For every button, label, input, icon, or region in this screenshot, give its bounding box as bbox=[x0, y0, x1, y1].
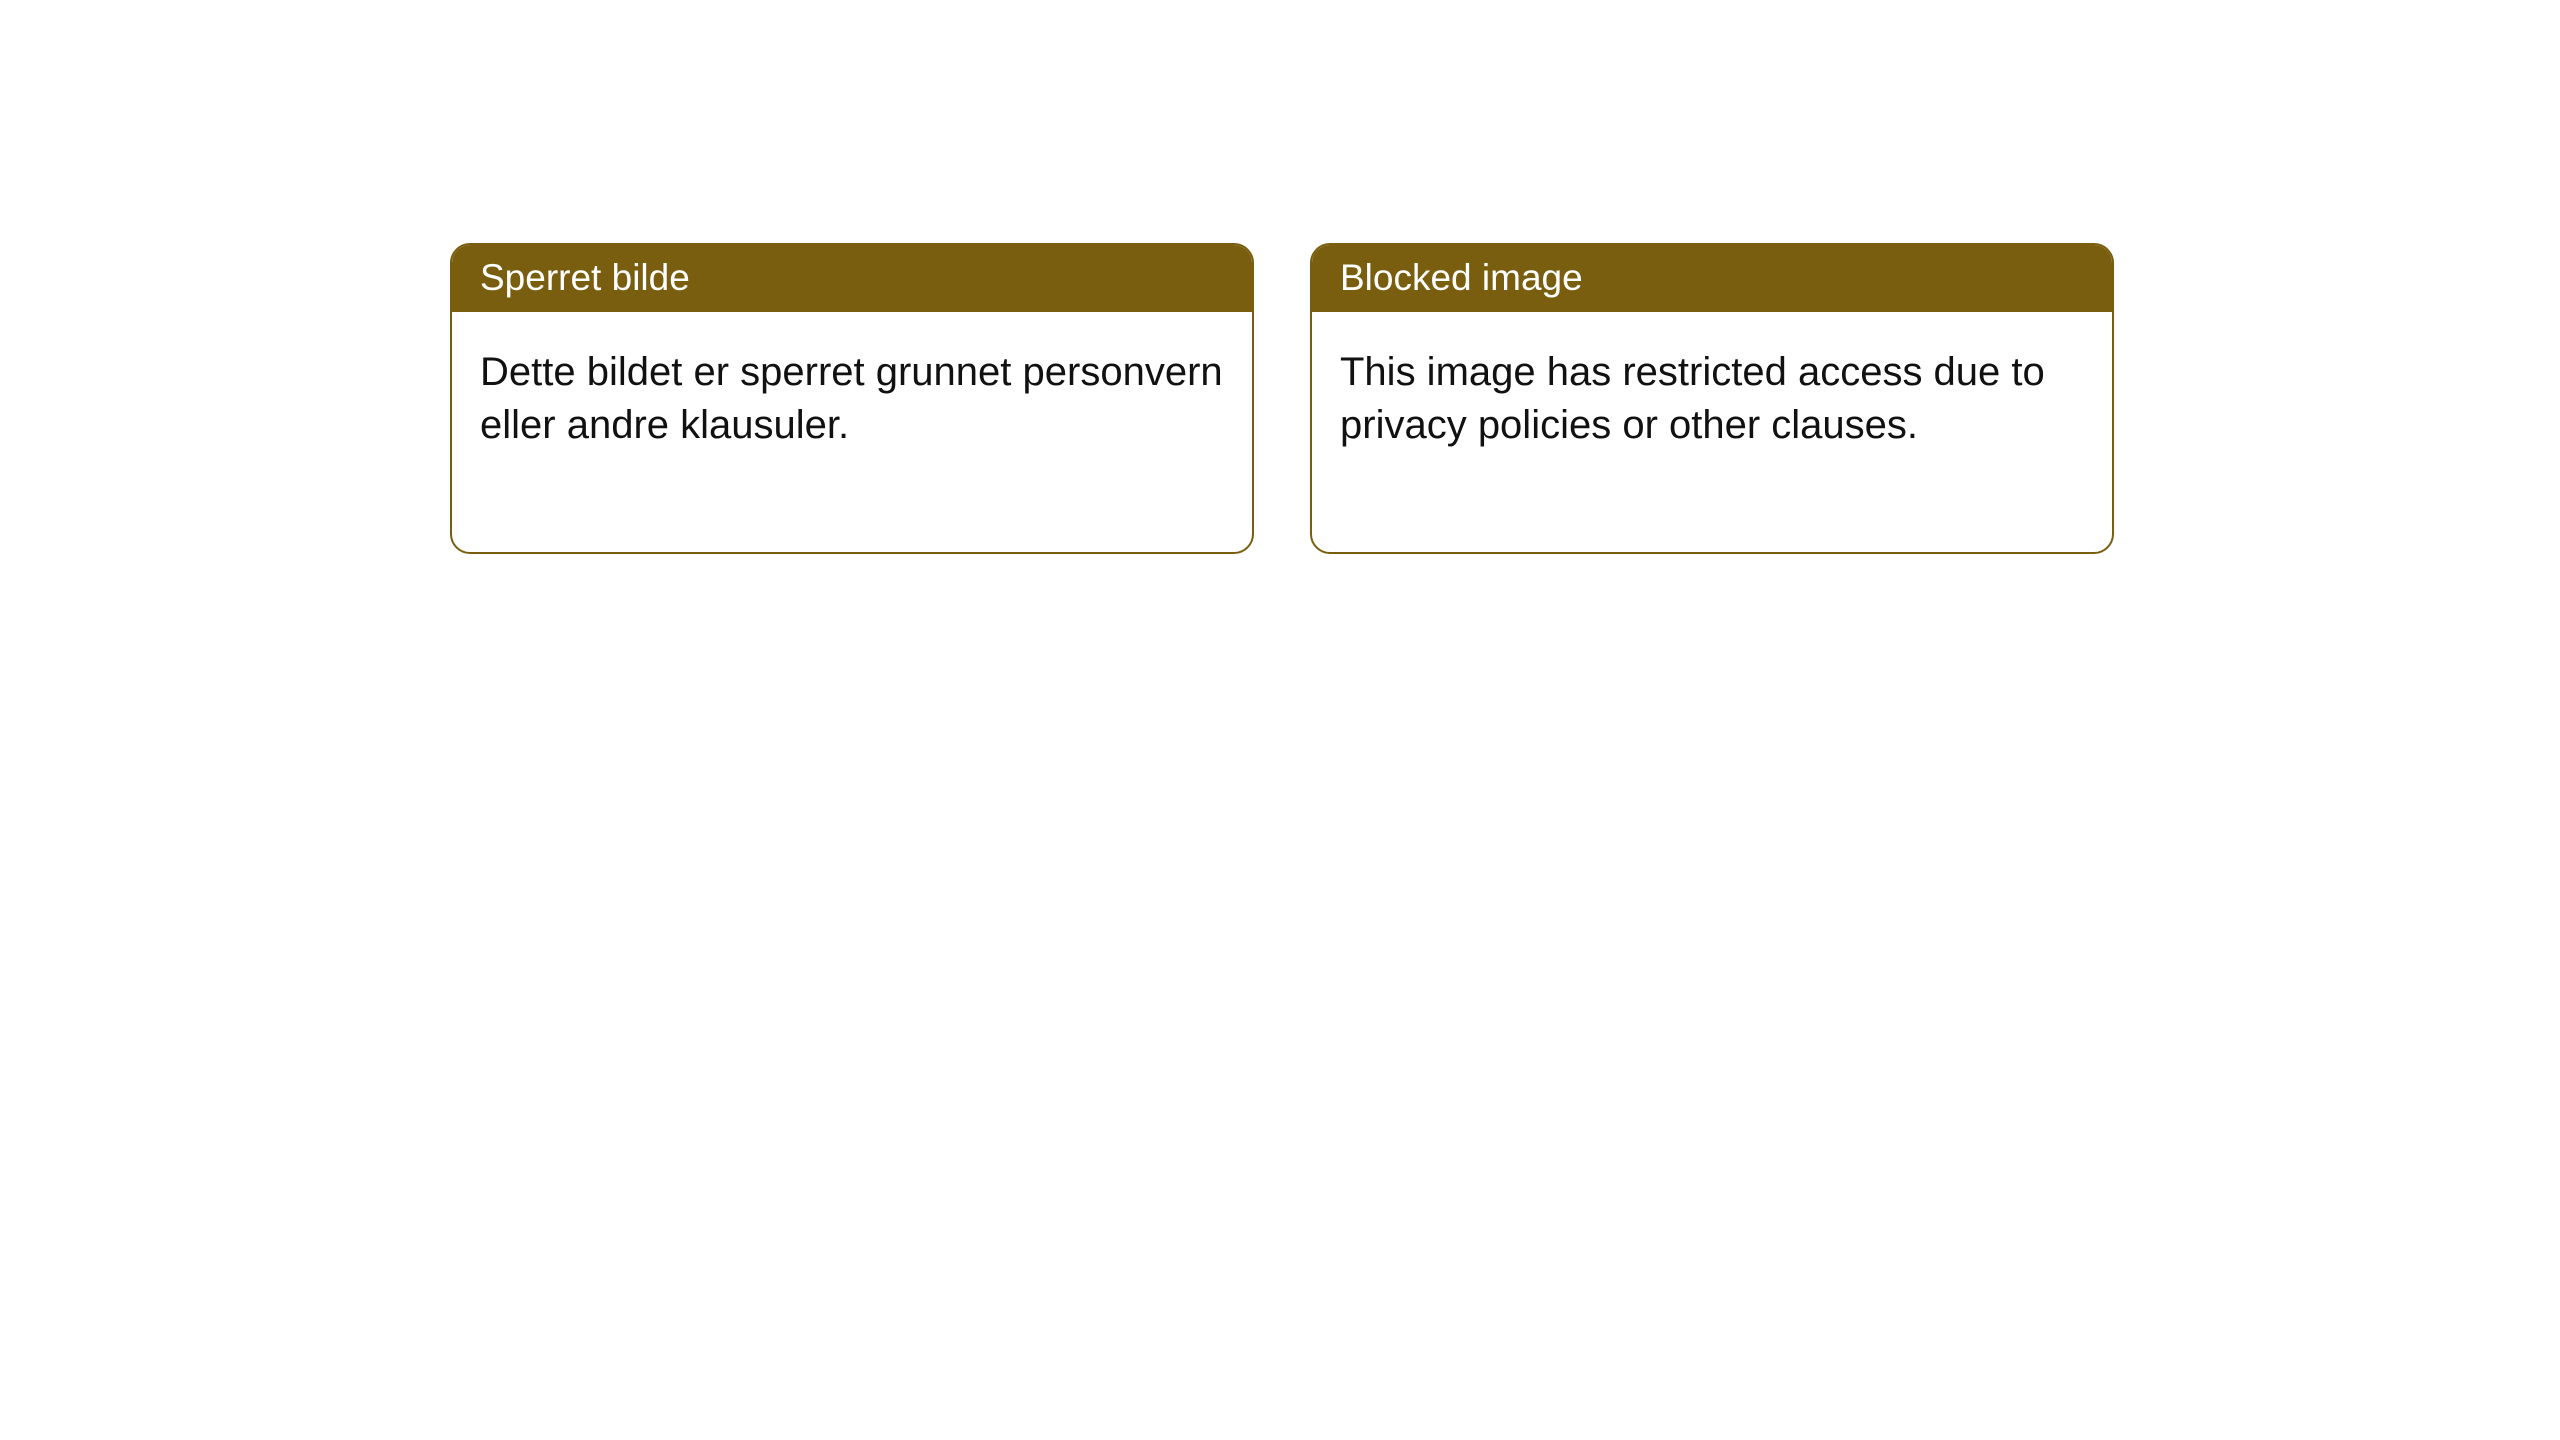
notice-card-english: Blocked image This image has restricted … bbox=[1310, 243, 2114, 554]
notice-cards-container: Sperret bilde Dette bildet er sperret gr… bbox=[0, 0, 2560, 554]
card-title: Blocked image bbox=[1312, 245, 2112, 312]
card-title: Sperret bilde bbox=[452, 245, 1252, 312]
card-body-text: Dette bildet er sperret grunnet personve… bbox=[452, 312, 1252, 552]
card-body-text: This image has restricted access due to … bbox=[1312, 312, 2112, 552]
notice-card-norwegian: Sperret bilde Dette bildet er sperret gr… bbox=[450, 243, 1254, 554]
